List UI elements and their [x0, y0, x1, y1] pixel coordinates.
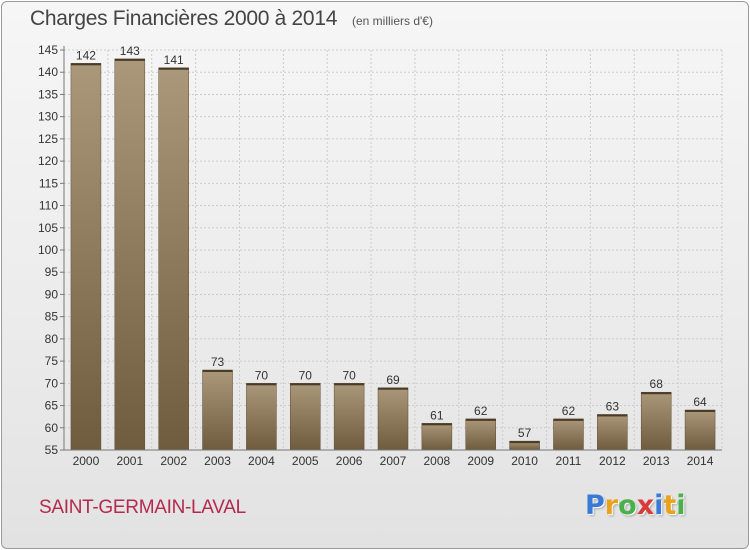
data-label: 70 [255, 368, 269, 382]
commune-name: SAINT-GERMAIN-LAVAL [39, 497, 246, 518]
bar-top-edge [465, 418, 496, 421]
data-label: 143 [120, 44, 140, 58]
y-tick-label: 145 [38, 43, 58, 57]
y-tick-label: 135 [38, 87, 58, 101]
bar [684, 409, 716, 451]
y-tick-label: 55 [45, 443, 59, 457]
x-tick-label: 2001 [116, 454, 143, 468]
y-tick-label: 140 [38, 65, 58, 79]
bar [70, 63, 102, 451]
data-label: 68 [650, 377, 664, 391]
x-tick-label: 2007 [380, 454, 407, 468]
logo-letter: x [636, 490, 655, 521]
bar-top-edge [70, 63, 101, 66]
x-tick-label: 2009 [467, 454, 494, 468]
data-label: 62 [474, 404, 488, 418]
x-tick-label: 2014 [687, 454, 714, 468]
bar-top-edge [246, 383, 277, 386]
bar [640, 391, 672, 451]
bar [158, 67, 189, 451]
y-tick-label: 110 [39, 199, 58, 213]
axes [60, 46, 722, 451]
bar-top-edge [685, 410, 716, 412]
labels: 55 60 65 70 75 80 85 90 95 100 105 110 115 120 125 130 1… [38, 43, 714, 468]
data-label: 70 [342, 368, 356, 382]
bar [597, 414, 628, 451]
y-tick-label: 75 [45, 354, 59, 368]
bar-top-edge [202, 370, 233, 372]
bar [421, 423, 453, 451]
x-tick-label: 2005 [292, 454, 319, 468]
logo-letter: i [676, 490, 686, 521]
y-tick-label: 100 [38, 243, 58, 257]
data-label: 62 [562, 404, 576, 418]
bar-top-edge [509, 441, 540, 444]
y-tick-label: 125 [38, 132, 58, 146]
x-tick-label: 2002 [160, 454, 187, 468]
y-tick-label: 90 [45, 287, 59, 301]
data-label: 63 [606, 399, 620, 413]
logo-letter: t [663, 490, 677, 521]
bar [553, 418, 584, 451]
x-tick-label: 2003 [204, 454, 231, 468]
bar [465, 418, 496, 451]
y-tick-label: 115 [39, 176, 58, 190]
y-tick-label: 70 [45, 376, 59, 390]
x-tick-label: 2011 [556, 454, 582, 468]
bars [70, 58, 716, 451]
y-tick-label: 60 [45, 421, 59, 435]
bar [333, 383, 365, 451]
y-tick-label: 105 [38, 221, 58, 235]
data-label: 64 [693, 395, 707, 409]
bar [246, 383, 277, 451]
bar-top-edge [553, 418, 584, 421]
y-tick-label: 80 [45, 332, 59, 346]
data-label: 70 [299, 368, 313, 382]
chart-subtitle: (en milliers d'€) [352, 14, 433, 28]
y-tick-label: 130 [38, 110, 58, 124]
bar [377, 387, 409, 451]
x-tick-label: 2010 [511, 454, 538, 468]
bar-top-edge [597, 414, 628, 417]
data-label: 69 [386, 373, 400, 387]
logo-letter: i [654, 490, 664, 521]
bar-top-edge [114, 58, 145, 61]
y-tick-label: 120 [38, 154, 58, 168]
bar [202, 369, 233, 451]
x-tick-label: 2012 [599, 454, 626, 468]
x-tick-label: 2004 [248, 454, 275, 468]
x-tick-label: 2006 [336, 454, 363, 468]
proxiti-logo: Proxiti [585, 490, 686, 521]
x-tick-label: 2000 [73, 454, 100, 468]
data-label: 61 [430, 408, 444, 422]
bar-top-edge [421, 423, 452, 426]
x-tick-label: 2013 [643, 454, 670, 468]
bar-top-edge [290, 383, 321, 386]
bar-top-edge [641, 392, 672, 395]
data-label: 73 [211, 355, 225, 369]
bar [114, 58, 146, 451]
logo-letter: r [604, 490, 619, 521]
chart-title: Charges Financières 2000 à 2014 [30, 7, 338, 30]
y-tick-label: 85 [45, 310, 59, 324]
bar [290, 383, 321, 451]
bar-top-edge [334, 383, 365, 386]
logo-letter: P [585, 490, 605, 521]
bar-top-edge [378, 387, 408, 390]
y-tick-label: 95 [45, 265, 59, 279]
data-label: 57 [518, 426, 532, 440]
logo-letter: o [618, 490, 637, 521]
bar-top-edge [158, 67, 189, 70]
x-tick-label: 2008 [424, 454, 451, 468]
y-tick-label: 65 [45, 399, 59, 413]
data-label: 142 [76, 48, 96, 62]
data-label: 141 [164, 53, 184, 67]
